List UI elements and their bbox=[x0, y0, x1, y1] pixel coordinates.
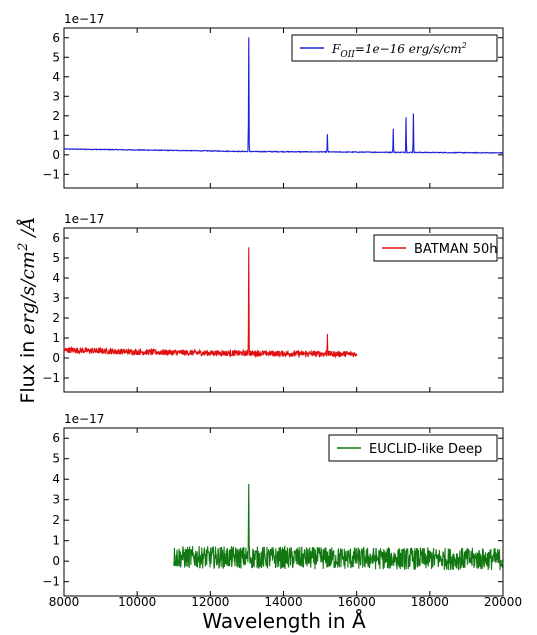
y-tick-label: 4 bbox=[52, 472, 60, 486]
y-axis-label-suffix: /Å bbox=[17, 216, 39, 242]
x-tick-label: 16000 bbox=[338, 595, 376, 609]
spectrum-line bbox=[63, 247, 358, 359]
legend-label: BATMAN 50h bbox=[414, 242, 498, 257]
y-tick-label: 2 bbox=[52, 311, 60, 325]
y-tick-label: 5 bbox=[52, 452, 60, 466]
panel-1: −1 0 1 2 3 4 5 6 1e−17 FOII=1e−16 erg/s/cm2 bbox=[42, 12, 504, 189]
y-tick-label: 0 bbox=[52, 351, 60, 365]
legend-label: FOII=1e−16 erg/s/cm2 bbox=[331, 41, 467, 60]
y-tick-label: 4 bbox=[52, 271, 60, 285]
scale-offset-label: 1e−17 bbox=[64, 12, 104, 26]
y-tick-label: 5 bbox=[52, 251, 60, 265]
scale-offset-label: 1e−17 bbox=[64, 412, 104, 426]
legend-label: EUCLID-like Deep bbox=[369, 442, 482, 457]
legend: FOII=1e−16 erg/s/cm2 bbox=[291, 34, 498, 62]
x-tick-label: 20000 bbox=[484, 595, 522, 609]
y-tick-label: 0 bbox=[52, 148, 60, 162]
spectrum-line bbox=[173, 483, 504, 571]
y-tick-label: 3 bbox=[52, 89, 60, 103]
y-tick-label: 5 bbox=[52, 50, 60, 64]
y-tick-label: 0 bbox=[52, 554, 60, 568]
y-tick-label: −1 bbox=[42, 575, 60, 589]
y-tick-label: 4 bbox=[52, 70, 60, 84]
y-tick-label: 6 bbox=[52, 431, 60, 445]
x-tick-label: 10000 bbox=[118, 595, 156, 609]
y-axis-label-unit: erg/s/cm bbox=[17, 251, 39, 335]
x-tick-label: 14000 bbox=[264, 595, 302, 609]
x-tick-label: 12000 bbox=[191, 595, 229, 609]
y-tick-label: 2 bbox=[52, 109, 60, 123]
y-axis-label-prefix: Flux in bbox=[17, 335, 39, 404]
y-axis-label-exponent: 2 bbox=[16, 243, 31, 252]
x-tick-labels: 8000 10000 12000 14000 16000 18000 20000 bbox=[49, 595, 522, 609]
y-tick-label: 6 bbox=[52, 231, 60, 245]
x-tick-label: 8000 bbox=[49, 595, 80, 609]
legend: EUCLID-like Deep bbox=[328, 434, 498, 462]
y-tick-label: 2 bbox=[52, 513, 60, 527]
legend: BATMAN 50h bbox=[373, 234, 498, 262]
legend-box bbox=[291, 34, 498, 62]
y-tick-label: 3 bbox=[52, 291, 60, 305]
y-tick-label: −1 bbox=[42, 167, 60, 181]
panel-3: −1 0 1 2 3 4 5 6 1e−17 EUCLID-like Deep bbox=[42, 412, 504, 597]
y-tick-label: 1 bbox=[52, 331, 60, 345]
spectrum-line bbox=[63, 37, 504, 155]
y-tick-label: 3 bbox=[52, 493, 60, 507]
y-tick-label: 6 bbox=[52, 31, 60, 45]
y-tick-label: −1 bbox=[42, 371, 60, 385]
panel-2: −1 0 1 2 3 4 5 6 1e−17 BATMAN 50h bbox=[42, 212, 504, 393]
x-axis-label: Wavelength in Å bbox=[202, 609, 366, 633]
scale-offset-label: 1e−17 bbox=[64, 212, 104, 226]
x-tick-label: 18000 bbox=[411, 595, 449, 609]
y-axis-label: Flux in erg/s/cm2 /Å bbox=[16, 216, 39, 403]
y-tick-label: 1 bbox=[52, 128, 60, 142]
y-tick-label: 1 bbox=[52, 534, 60, 548]
